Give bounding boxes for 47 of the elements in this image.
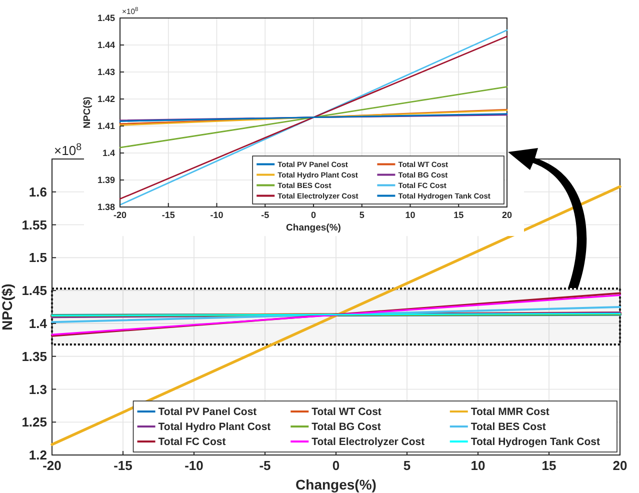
x-tick-label: 0	[310, 210, 316, 220]
x-tick-label: -10	[210, 210, 224, 220]
y-axis-title: NPC($)	[0, 284, 15, 330]
x-tick-label: -15	[162, 210, 175, 220]
legend-label: Total BG Cost	[312, 421, 382, 434]
y-tick-label: 1.55	[22, 217, 47, 232]
x-axis-title: Changes(%)	[286, 222, 341, 234]
x-tick-label: -5	[261, 210, 270, 220]
legend-label: Total Hydro Plant Cost	[158, 421, 272, 434]
y-axis-title: NPC($)	[82, 96, 93, 128]
y-tick-label: 1.6	[28, 184, 47, 200]
y-tick-label: 1.43	[97, 67, 115, 78]
x-tick-label: -15	[114, 458, 132, 473]
text: ×10$^{8}$	[54, 142, 82, 158]
x-tick-label: 5	[359, 210, 364, 220]
y-tick-label: 1.5	[28, 250, 47, 266]
legend-label: Total FC Cost	[158, 436, 226, 448]
legend-label: Total Hydrogen Tank Cost	[470, 436, 600, 448]
y-tick-label: 1.44	[97, 40, 115, 50]
legend-label: Total Electrolyzer Cost	[312, 436, 426, 448]
x-tick-label: 15	[542, 458, 556, 473]
x-tick-label: 15	[454, 210, 464, 220]
y-tick-label: 1.3	[28, 382, 47, 397]
y-tick-label: 1.4	[28, 316, 48, 331]
x-tick-label: 10	[470, 458, 486, 473]
y-tick-label: 1.42	[97, 94, 115, 104]
y-tick-label: 1.41	[97, 121, 115, 132]
y-tick-label: 1.45	[22, 283, 47, 298]
y-tick-label: 1.38	[97, 202, 115, 212]
legend-label: Total BES Cost	[470, 421, 546, 434]
x-tick-label: -10	[184, 458, 204, 473]
legend-label: Total WT Cost	[312, 406, 382, 418]
x-tick-label: 5	[403, 458, 411, 473]
legend-label: Total MMR Cost	[470, 406, 550, 418]
x-tick-label: -20	[113, 210, 127, 220]
x-tick-label: 10	[405, 210, 416, 220]
x-tick-label: 20	[612, 458, 628, 473]
y-tick-label: 1.39	[97, 175, 115, 186]
x-tick-label: 20	[502, 210, 512, 220]
y-tick-label: 1.25	[22, 414, 47, 430]
y-tick-label: 1.35	[22, 348, 47, 364]
x-tick-label: -5	[259, 458, 271, 473]
x-tick-label: 0	[332, 458, 340, 473]
x-axis-title: Changes(%)	[296, 476, 376, 492]
y-tick-label: 1.4	[102, 148, 115, 158]
y-tick-label: 1.45	[97, 13, 115, 24]
legend-label: Total PV Panel Cost	[158, 406, 258, 418]
